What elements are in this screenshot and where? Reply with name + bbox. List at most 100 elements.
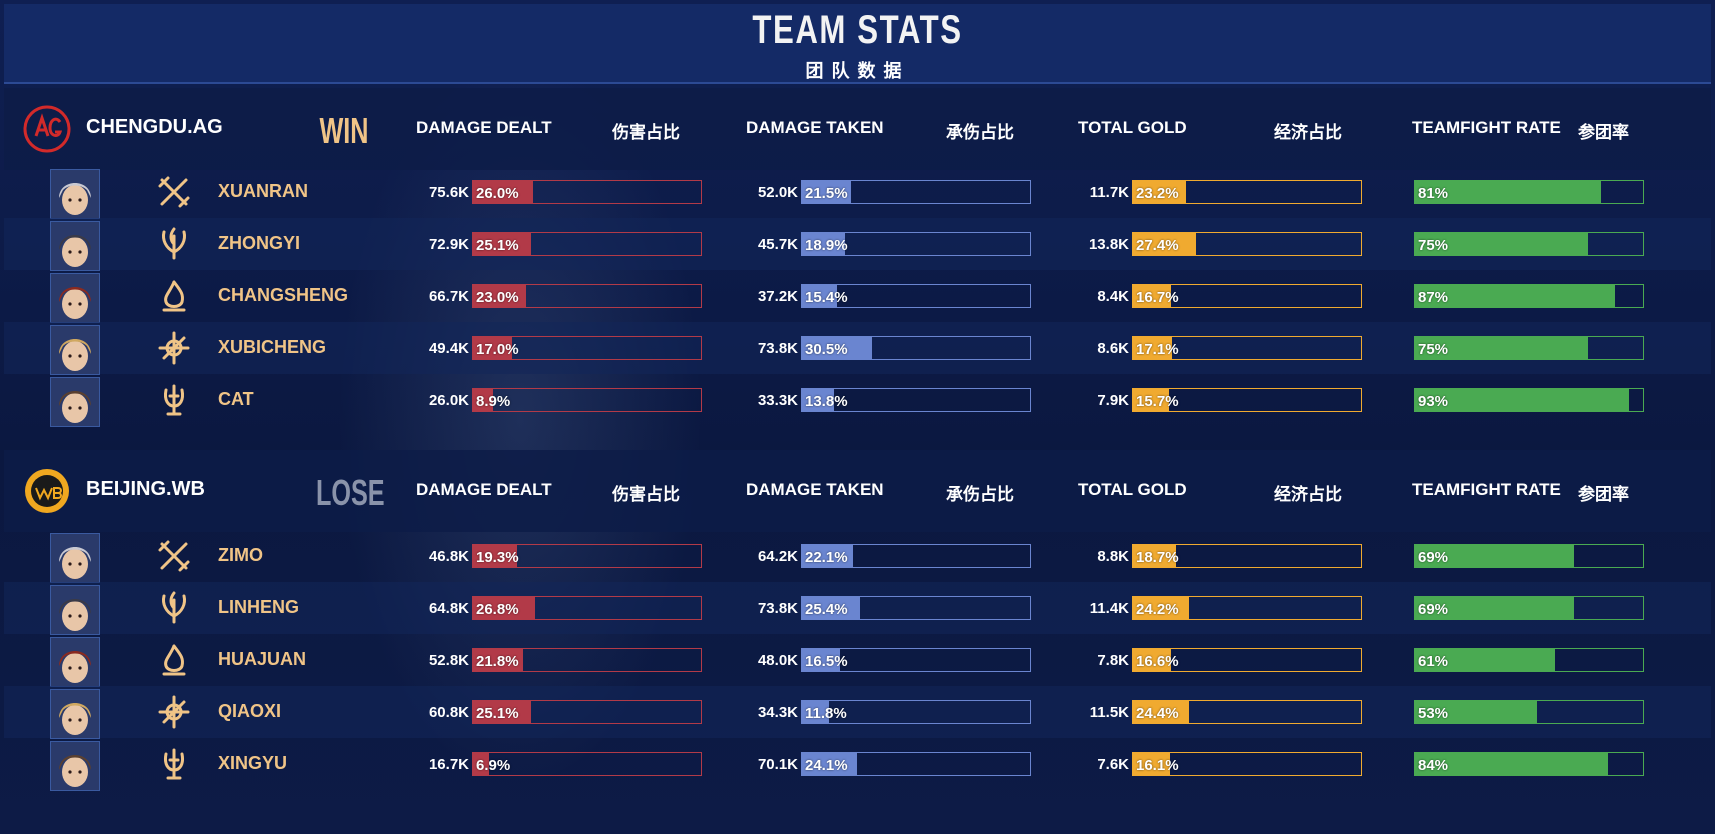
stat-value: 70.1K bbox=[757, 756, 798, 773]
stat-bar: 16.1% bbox=[1132, 752, 1362, 776]
stat-value: 8.6K bbox=[1097, 340, 1129, 357]
stat-value: 7.6K bbox=[1097, 756, 1129, 773]
column-header-damage-taken: DAMAGE TAKEN bbox=[746, 480, 884, 499]
stat-bar: 18.7% bbox=[1132, 544, 1362, 568]
team-header-2: BEIJING.WB LOSE DAMAGE DEALT 伤害占比 DAMAGE TAK… bbox=[4, 450, 1711, 532]
stat-bar-fill bbox=[1133, 233, 1196, 255]
hero-avatar bbox=[50, 741, 100, 791]
stat-percent: 24.1% bbox=[805, 757, 848, 774]
stat-value: 45.7K bbox=[757, 236, 798, 253]
stat-bar: 15.4% bbox=[801, 284, 1031, 308]
stat-bar-fill bbox=[802, 181, 851, 203]
stat-percent: 27.4% bbox=[1136, 237, 1179, 254]
stat-value: 7.9K bbox=[1097, 392, 1129, 409]
player-name: CAT bbox=[218, 389, 254, 409]
page-subtitle: 团队数据 bbox=[805, 61, 910, 82]
hero-avatar bbox=[50, 533, 100, 583]
column-header-teamfight-rate: TEAMFIGHT RATE bbox=[1412, 118, 1561, 137]
hero-avatar bbox=[50, 169, 100, 219]
stat-value: 60.8K bbox=[428, 704, 469, 721]
stat-bar-fill bbox=[1415, 545, 1574, 567]
stat-damage-taken: 70.1K 24.1% bbox=[758, 752, 1031, 778]
stat-percent: 16.7% bbox=[1136, 289, 1179, 306]
stat-percent: 15.7% bbox=[1136, 393, 1179, 410]
stat-bar: 23.0% bbox=[472, 284, 702, 308]
leaf-blade-icon bbox=[156, 226, 192, 262]
hero-avatar bbox=[50, 585, 100, 635]
stat-percent: 17.0% bbox=[476, 341, 519, 358]
stat-bar-fill bbox=[1133, 649, 1171, 671]
team-name: CHENGDU.AG bbox=[86, 116, 223, 138]
stat-bar-fill bbox=[1415, 597, 1574, 619]
stat-total-gold: 7.8K 16.6% bbox=[1097, 648, 1362, 674]
column-header-damage-taken: DAMAGE TAKEN bbox=[746, 118, 884, 137]
stat-teamfight-rate: 84% bbox=[1414, 752, 1644, 778]
stat-percent: 25.4% bbox=[805, 601, 848, 618]
stat-percent: 61% bbox=[1418, 653, 1449, 670]
stat-bar: 53% bbox=[1414, 700, 1644, 724]
stat-bar: 22.1% bbox=[801, 544, 1031, 568]
stat-teamfight-rate: 69% bbox=[1414, 596, 1644, 622]
stat-value: 33.3K bbox=[757, 392, 798, 409]
stat-percent: 18.7% bbox=[1136, 549, 1179, 566]
stat-total-gold: 11.4K 24.2% bbox=[1090, 596, 1362, 622]
column-header-damage-taken-cn: 承伤占比 bbox=[946, 123, 1014, 143]
team-header-1: CHENGDU.AG WIN DAMAGE DEALT 伤害占比 DAMAGE TAKE… bbox=[4, 88, 1711, 170]
flame-icon bbox=[156, 642, 192, 678]
column-header-damage-taken-cn: 承伤占比 bbox=[946, 485, 1014, 505]
stat-total-gold: 8.8K 18.7% bbox=[1097, 544, 1362, 570]
stat-percent: 15.4% bbox=[805, 289, 848, 306]
stat-bar-fill bbox=[1133, 753, 1170, 775]
beijing-wb-logo bbox=[22, 466, 72, 516]
stat-bar: 84% bbox=[1414, 752, 1644, 776]
player-row: ZHONGYI 72.9K 25.1% 45.7K 18.9% 13.8K 27.4% 75% bbox=[4, 218, 1711, 271]
stat-bar: 81% bbox=[1414, 180, 1644, 204]
stat-percent: 16.1% bbox=[1136, 757, 1179, 774]
stat-bar-fill bbox=[1415, 181, 1601, 203]
stat-value: 37.2K bbox=[757, 288, 798, 305]
stat-value: 49.4K bbox=[428, 340, 469, 357]
stat-percent: 84% bbox=[1418, 757, 1449, 774]
stat-bar: 6.9% bbox=[472, 752, 702, 776]
column-header-damage-dealt-cn: 伤害占比 bbox=[612, 485, 680, 505]
stat-bar-fill bbox=[473, 545, 517, 567]
stat-bar-fill bbox=[1133, 597, 1189, 619]
stat-bar-fill bbox=[1133, 389, 1169, 411]
stat-percent: 24.2% bbox=[1136, 601, 1179, 618]
stat-percent: 75% bbox=[1418, 341, 1449, 358]
hero-avatar bbox=[50, 377, 100, 427]
stat-value: 11.4K bbox=[1089, 600, 1129, 617]
page-title: TEAM STATS bbox=[752, 8, 963, 52]
stat-value: 8.8K bbox=[1097, 548, 1129, 565]
stat-value: 11.5K bbox=[1089, 704, 1129, 721]
stat-bar: 11.8% bbox=[801, 700, 1031, 724]
stat-damage-dealt: 49.4K 17.0% bbox=[429, 336, 702, 362]
hero-avatar bbox=[50, 325, 100, 375]
stat-damage-dealt: 52.8K 21.8% bbox=[429, 648, 702, 674]
stat-value: 34.3K bbox=[757, 704, 798, 721]
stat-bar: 93% bbox=[1414, 388, 1644, 412]
column-header-total-gold: TOTAL GOLD bbox=[1078, 118, 1187, 137]
stat-bar: 8.9% bbox=[472, 388, 702, 412]
stat-value: 16.7K bbox=[428, 756, 469, 773]
stat-percent: 11.8% bbox=[805, 705, 847, 722]
stat-bar: 87% bbox=[1414, 284, 1644, 308]
stat-percent: 69% bbox=[1418, 601, 1449, 618]
stat-value: 75.6K bbox=[428, 184, 469, 201]
stat-bar: 21.8% bbox=[472, 648, 702, 672]
stat-bar-fill bbox=[1133, 337, 1172, 359]
stat-bar: 26.0% bbox=[472, 180, 702, 204]
stat-percent: 16.6% bbox=[1136, 653, 1179, 670]
stat-percent: 25.1% bbox=[476, 705, 519, 722]
stat-bar-fill bbox=[1133, 181, 1186, 203]
stat-bar: 75% bbox=[1414, 336, 1644, 360]
stat-bar-fill bbox=[802, 233, 845, 255]
stat-value: 66.7K bbox=[428, 288, 469, 305]
stat-damage-dealt: 72.9K 25.1% bbox=[429, 232, 702, 258]
stat-bar-fill bbox=[1415, 753, 1608, 775]
stat-damage-taken: 48.0K 16.5% bbox=[758, 648, 1031, 674]
stat-percent: 26.8% bbox=[476, 601, 519, 618]
stat-damage-taken: 37.2K 15.4% bbox=[758, 284, 1031, 310]
stat-teamfight-rate: 75% bbox=[1414, 232, 1644, 258]
stat-bar-fill bbox=[1415, 285, 1615, 307]
